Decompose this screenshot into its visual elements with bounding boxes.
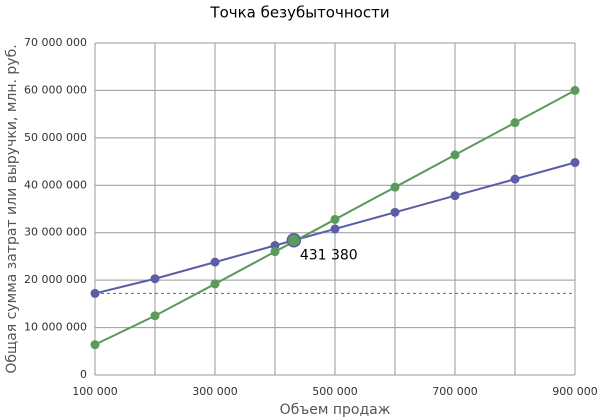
- data-point: [570, 158, 580, 168]
- x-tick-label: 300 000: [192, 385, 238, 398]
- chart-title: Точка безубыточности: [209, 4, 389, 22]
- y-tick-label: 10 000 000: [24, 321, 87, 334]
- data-point: [390, 207, 400, 217]
- data-point: [510, 118, 520, 128]
- data-point: [450, 191, 460, 201]
- y-tick-label: 0: [80, 368, 87, 381]
- data-point: [450, 150, 460, 160]
- y-tick-label: 40 000 000: [24, 178, 87, 191]
- data-point: [90, 340, 100, 350]
- data-point: [510, 174, 520, 184]
- data-point: [570, 85, 580, 95]
- data-point: [150, 274, 160, 284]
- data-point: [270, 247, 280, 257]
- breakeven-point: [286, 233, 302, 248]
- data-point: [210, 279, 220, 289]
- y-tick-label: 50 000 000: [24, 131, 87, 144]
- data-point: [210, 257, 220, 267]
- y-tick-label: 60 000 000: [24, 83, 87, 96]
- data-point: [330, 214, 340, 224]
- y-tick-label: 20 000 000: [24, 273, 87, 286]
- x-tick-label: 100 000: [72, 385, 118, 398]
- data-point: [90, 288, 100, 298]
- y-tick-label: 70 000 000: [24, 36, 87, 49]
- x-tick-label: 500 000: [312, 385, 358, 398]
- x-tick-label: 900 000: [552, 385, 598, 398]
- data-point: [330, 224, 340, 234]
- x-axis-label: Объем продаж: [280, 402, 391, 418]
- x-tick-label: 700 000: [432, 385, 478, 398]
- data-point: [270, 241, 280, 251]
- y-axis-label: Общая сумма затрат или выручки, млн. руб…: [4, 44, 20, 373]
- data-point: [150, 311, 160, 321]
- y-tick-label: 30 000 000: [24, 226, 87, 239]
- breakeven-label: 431 380: [300, 247, 358, 263]
- data-point: [390, 182, 400, 192]
